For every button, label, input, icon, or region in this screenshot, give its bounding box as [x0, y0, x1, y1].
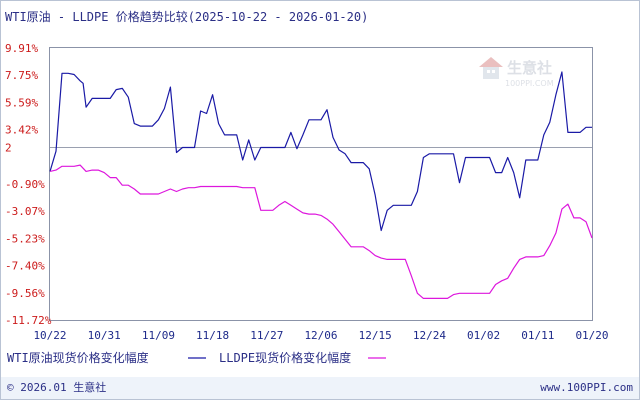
x-tick-label: 11/18: [196, 329, 229, 342]
footer-website: www.100PPI.com: [540, 381, 633, 394]
y-tick-label: -0.90%: [5, 178, 45, 191]
series-line-lldpe: [49, 164, 593, 299]
legend-label-wti: WTI原油现货价格变化幅度: [7, 350, 149, 365]
y-axis: 9.91% 7.75% 5.59% 3.42% 2 -0.90% -3.07% -5.23% -…: [5, 42, 52, 327]
y-tick-label: -3.07%: [5, 205, 45, 218]
legend-label-lldpe: LLDPE现货价格变化幅度: [219, 350, 351, 365]
watermark-name: 生意社: [507, 59, 552, 77]
x-tick-label: 10/31: [88, 329, 121, 342]
plot-area: [49, 47, 593, 321]
y-tick-label: -5.23%: [5, 232, 45, 245]
x-tick-label: 12/15: [359, 329, 392, 342]
x-tick-label: 12/24: [413, 329, 446, 342]
footer-copyright: © 2026.01 生意社: [7, 380, 106, 394]
watermark-domain: 100PPI.COM: [505, 79, 554, 88]
x-tick-label: 01/11: [521, 329, 554, 342]
y-tick-label: 7.75%: [5, 69, 38, 82]
x-tick-label: 10/22: [33, 329, 66, 342]
y-tick-label: -9.56%: [5, 287, 45, 300]
y-tick-label: 5.59%: [5, 96, 38, 109]
y-tick-label: 2: [5, 141, 12, 154]
y-tick-label: 3.42%: [5, 124, 38, 137]
x-tick-label: 01/20: [575, 329, 608, 342]
y-tick-label: -7.40%: [5, 260, 45, 273]
y-tick-label: -11.72%: [5, 314, 52, 327]
series-layer: [49, 71, 593, 299]
y-tick-label: 9.91%: [5, 42, 38, 55]
footer-bar: [1, 377, 639, 399]
series-line-wti: [49, 71, 592, 232]
legend: WTI原油现货价格变化幅度 LLDPE现货价格变化幅度: [7, 350, 386, 365]
x-tick-label: 01/02: [467, 329, 500, 342]
x-tick-label: 11/09: [142, 329, 175, 342]
watermark-logo: 生意社 100PPI.COM: [479, 57, 554, 88]
x-tick-label: 11/27: [250, 329, 283, 342]
chart-title: WTI原油 - LLDPE 价格趋势比较(2025-10-22 - 2026-0…: [5, 9, 368, 24]
x-tick-label: 12/06: [304, 329, 337, 342]
x-axis: 10/22 10/31 11/09 11/18 11/27 12/06 12/15 12/24…: [33, 329, 608, 342]
